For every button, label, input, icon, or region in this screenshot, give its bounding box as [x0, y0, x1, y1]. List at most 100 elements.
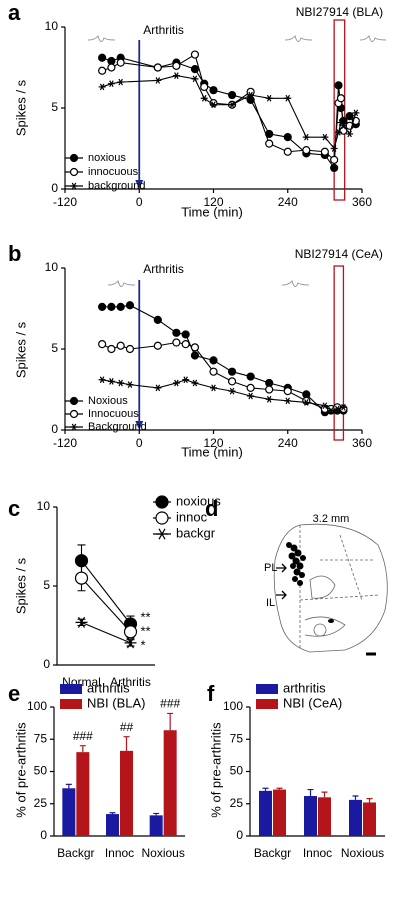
x-tick-label: 360 — [352, 195, 372, 209]
legend-marker — [69, 409, 79, 419]
legend-label: Background — [88, 421, 147, 433]
panel-letter: f — [207, 681, 215, 706]
marker — [117, 379, 125, 387]
marker — [227, 90, 237, 100]
error-bar — [321, 791, 328, 798]
treatment-window — [333, 265, 345, 441]
error-bar — [65, 783, 72, 789]
legend-swatch — [256, 684, 278, 694]
error-bar — [153, 812, 160, 816]
marker — [116, 58, 125, 67]
x-tick-label: Innoc — [303, 846, 332, 860]
legend-label: innocuous — [88, 166, 139, 178]
marker — [210, 384, 217, 392]
panel-letter: c — [8, 496, 20, 521]
marker — [209, 367, 218, 376]
x-tick-label: 0 — [136, 195, 143, 209]
legend-marker — [69, 167, 79, 177]
y-axis-label: Spikes / s — [13, 557, 28, 614]
bar — [304, 796, 317, 836]
error-bar — [307, 788, 314, 797]
x-tick-label: Noxious — [341, 846, 384, 860]
marker — [172, 328, 181, 337]
marker — [190, 343, 200, 352]
panel-letter: b — [8, 241, 21, 266]
marker — [333, 405, 341, 413]
legend-swatch — [60, 699, 82, 709]
legend-marker — [155, 511, 169, 525]
arrow-head — [135, 180, 144, 189]
marker — [247, 392, 255, 400]
marker — [154, 384, 162, 392]
marker — [190, 65, 200, 74]
marker — [98, 302, 107, 311]
marker — [98, 376, 106, 384]
significance: ** — [141, 609, 151, 624]
marker — [321, 133, 329, 141]
x-tick-label: Backgr — [254, 846, 291, 860]
bar — [149, 815, 163, 836]
error-bar — [262, 787, 269, 791]
y-tick-label: 75 — [230, 731, 244, 745]
y-tick-label: 100 — [27, 699, 47, 713]
legend-marker — [70, 182, 78, 190]
marker — [190, 351, 200, 360]
waveform — [107, 279, 136, 287]
y-tick-label: 10 — [45, 260, 59, 274]
scale-label: 3.2 mm — [313, 513, 350, 525]
marker — [200, 82, 209, 92]
marker — [302, 133, 310, 141]
legend-marker — [69, 153, 79, 163]
y-tick-label: 50 — [34, 764, 48, 778]
marker — [302, 399, 310, 406]
marker — [172, 61, 181, 70]
marker — [227, 367, 237, 376]
marker — [172, 338, 181, 347]
panel-letter: e — [8, 681, 20, 706]
marker — [210, 101, 217, 109]
legend-swatch — [60, 684, 82, 694]
marker — [352, 109, 360, 117]
marker — [74, 571, 89, 585]
legend-marker — [156, 528, 168, 540]
marker — [330, 145, 338, 152]
x-tick-label: 0 — [136, 436, 143, 450]
marker — [116, 302, 125, 311]
marker — [98, 66, 107, 75]
event-label: Arthritis — [143, 23, 184, 37]
labeled-cells — [286, 542, 334, 623]
marker — [228, 387, 236, 395]
marker — [330, 163, 339, 173]
error-bar — [109, 812, 116, 815]
bar — [273, 789, 286, 836]
marker — [283, 133, 292, 142]
marker — [124, 637, 137, 649]
marker — [334, 128, 342, 136]
marker — [246, 383, 255, 392]
bar — [363, 802, 376, 836]
x-tick-label: 360 — [352, 436, 372, 450]
marker — [75, 616, 88, 628]
marker — [123, 625, 138, 639]
legend-label: arthritis — [87, 680, 130, 695]
x-tick-label: Noxious — [141, 846, 184, 860]
marker — [98, 340, 107, 349]
marker — [182, 376, 190, 384]
treatment-label: NBI27914 (BLA) — [296, 5, 383, 19]
legend-label: Innocuous — [88, 408, 139, 420]
waveform — [359, 34, 387, 42]
bar — [318, 797, 331, 836]
region-label: PL — [264, 562, 277, 574]
series-line — [81, 621, 131, 644]
x-axis-label: Time (min) — [181, 204, 243, 219]
marker — [345, 111, 354, 121]
y-axis-label: % of pre-arthritis — [13, 722, 28, 818]
bar — [259, 790, 272, 836]
treatment-label: NBI27914 (CeA) — [295, 247, 383, 261]
x-axis-label: Time (min) — [181, 444, 243, 459]
significance: * — [141, 637, 146, 652]
x-tick-label: Arthritis — [110, 675, 151, 689]
marker — [246, 372, 255, 381]
significance: ### — [160, 697, 180, 711]
marker — [153, 63, 162, 72]
